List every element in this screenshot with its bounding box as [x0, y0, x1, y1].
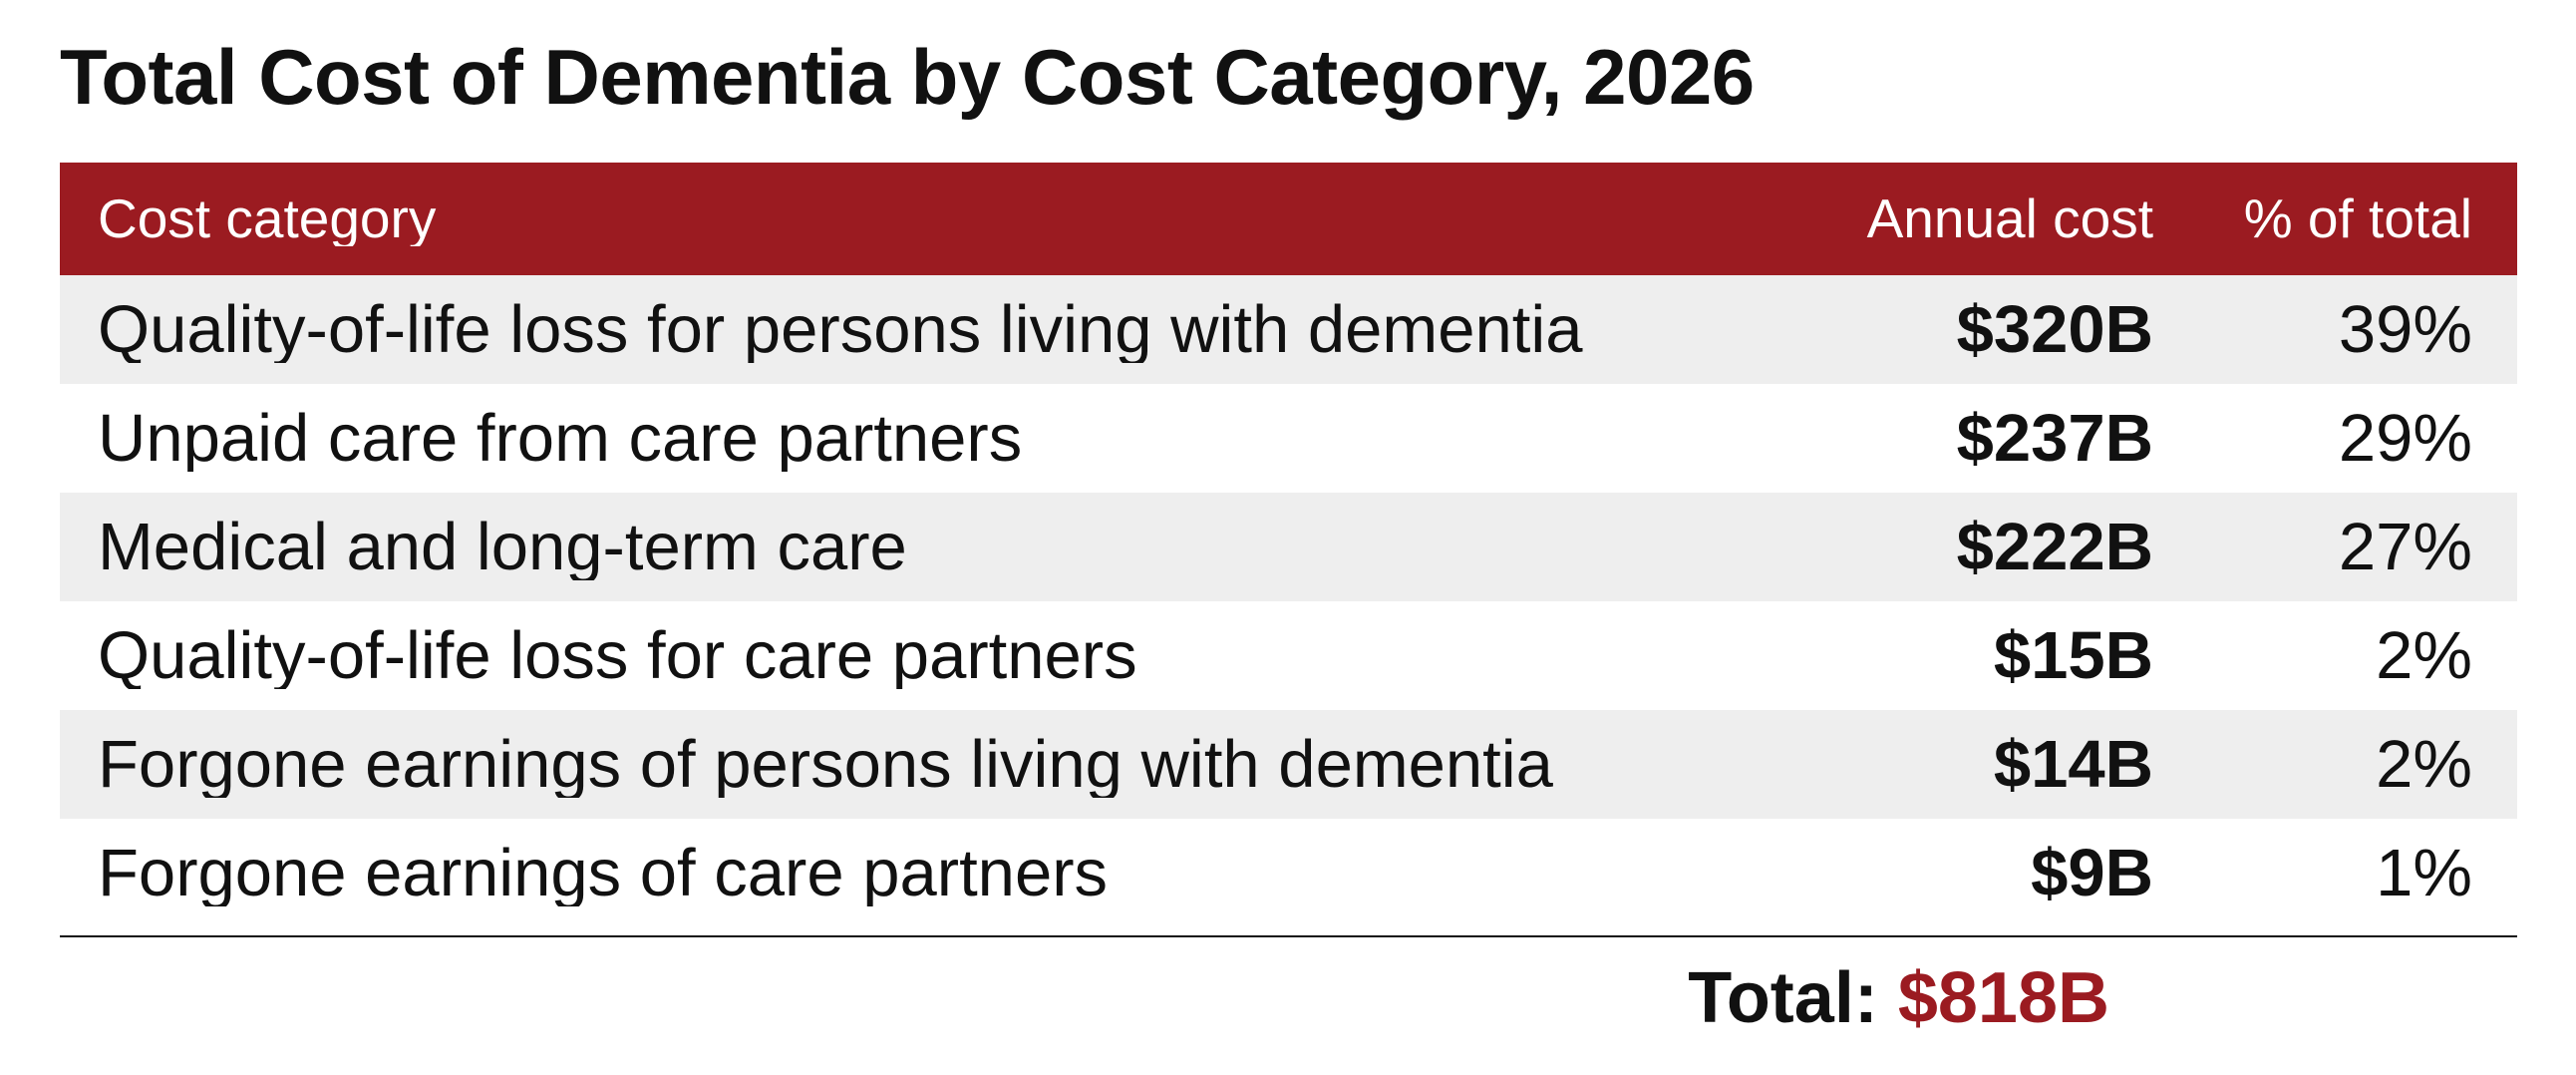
row-percent: 2% — [2376, 618, 2472, 693]
header-category: Cost category — [98, 191, 437, 246]
row-category: Unpaid care from care partners — [98, 405, 1023, 472]
row-percent: 29% — [2338, 401, 2472, 476]
row-cost: $222B — [1956, 510, 2153, 584]
chart-title: Total Cost of Dementia by Cost Category,… — [60, 33, 1755, 121]
table-row: Unpaid care from care partners $237B 29% — [60, 384, 2517, 493]
header-annual-cost: Annual cost — [1866, 187, 2153, 249]
cost-table: Cost category Annual cost % of total Qua… — [60, 163, 2517, 927]
row-cost: $14B — [1993, 727, 2153, 802]
row-percent: 39% — [2338, 292, 2472, 367]
row-percent: 2% — [2376, 727, 2472, 802]
row-cost: $9B — [2031, 836, 2153, 910]
total-line: Total: $818B — [1688, 962, 2109, 1034]
table-row: Medical and long-term care $222B 27% — [60, 493, 2517, 601]
row-cost: $237B — [1956, 401, 2153, 476]
row-category: Medical and long-term care — [98, 514, 907, 580]
row-cost: $15B — [1993, 618, 2153, 693]
row-percent: 27% — [2338, 510, 2472, 584]
total-value: $818B — [1897, 958, 2109, 1038]
row-category: Forgone earnings of persons living with … — [98, 731, 1553, 798]
row-percent: 1% — [2376, 836, 2472, 910]
table-row: Quality-of-life loss for care partners $… — [60, 601, 2517, 710]
table-header: Cost category Annual cost % of total — [60, 163, 2517, 275]
header-percent: % of total — [2243, 187, 2472, 249]
table-row: Forgone earnings of persons living with … — [60, 710, 2517, 819]
table-row: Quality-of-life loss for persons living … — [60, 275, 2517, 384]
row-category: Forgone earnings of care partners — [98, 840, 1109, 906]
total-divider — [60, 935, 2517, 937]
table-row: Forgone earnings of care partners $9B 1% — [60, 819, 2517, 927]
row-category: Quality-of-life loss for care partners — [98, 622, 1137, 689]
row-cost: $320B — [1956, 292, 2153, 367]
row-category: Quality-of-life loss for persons living … — [98, 296, 1583, 363]
total-label: Total: — [1688, 958, 1878, 1038]
